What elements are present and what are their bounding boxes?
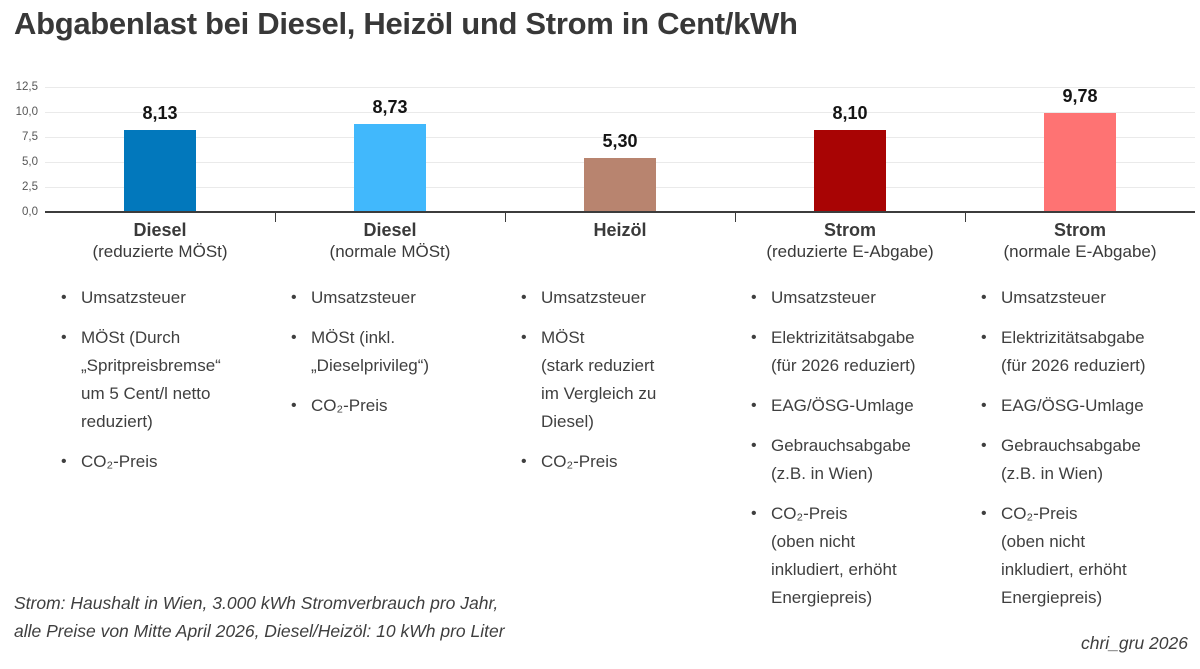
tax-component-list: Umsatzsteuer MÖSt (inkl. „Dieselprivileg“… [275,284,505,624]
tax-component-item: CO₂-Preis [289,392,491,420]
tax-component-item: Gebrauchsabgabe (z.B. in Wien) [749,432,951,488]
tax-component-item: Elektrizitätsabgabe (für 2026 reduziert) [979,324,1181,380]
category-name: Diesel [133,220,187,240]
author-credit: chri_gru 2026 [1080,633,1188,653]
bar-chart-plot-area: 0,0 2,5 5,0 7,5 10,0 12,5 8,13 8,73 5,30 8,10 9,78 [16,81,1195,222]
category-name: Heizöl [593,220,647,240]
category-subtitle: (reduzierte E-Abgabe) [766,242,934,261]
category-name: Diesel [363,220,417,240]
x-axis-tick [505,213,506,222]
tax-component-item: CO₂-Preis (oben nicht inkludiert, erhöht… [979,500,1181,612]
gridline [45,112,1195,113]
tax-component-item: Elektrizitätsabgabe (für 2026 reduziert) [749,324,951,380]
x-axis-category-labels: Diesel (reduzierte MÖSt) Diesel (normale MÖ… [45,220,1195,262]
tax-component-item: CO₂-Preis (oben nicht inkludiert, erhöht… [749,500,951,612]
bar-value-label: 8,73 [372,96,408,117]
tax-component-item: CO₂-Preis [519,448,721,476]
bar-diesel-1 [354,123,426,211]
bar-value-label: 8,13 [142,102,178,123]
bar-strom-4 [1044,113,1116,211]
category-name: Strom [1053,220,1106,240]
y-axis-tick-label: 5,0 [22,156,38,168]
bar-strom-3 [814,130,886,211]
footnote-line-2: alle Preise von Mitte April 2026, Diesel… [14,621,505,641]
gridline [45,87,1195,88]
x-axis-tick [275,213,276,222]
y-axis-tick-label: 10,0 [15,106,38,118]
footnote: Strom: Haushalt in Wien, 3.000 kWh Strom… [14,589,505,645]
y-axis-tick-label: 0,0 [22,206,38,218]
tax-component-item: Umsatzsteuer [289,284,491,312]
y-axis-tick-label: 2,5 [22,181,38,193]
tax-component-lists: Umsatzsteuer MÖSt (Durch „Spritpreisbrems… [45,284,1195,624]
tax-component-list: Umsatzsteuer Elektrizitätsabgabe (für 202… [735,284,965,624]
gridline [45,137,1195,138]
tax-component-item: EAG/ÖSG-Umlage [979,392,1181,420]
bar-value-label: 8,10 [832,103,868,123]
tax-component-item: Umsatzsteuer [749,284,951,312]
x-axis-line [45,211,1195,213]
category-subtitle: (reduzierte MÖSt) [92,242,228,261]
tax-component-list: Umsatzsteuer MÖSt (Durch „Spritpreisbrems… [45,284,275,624]
tax-component-list: Umsatzsteuer MÖSt (stark reduziert im Ver… [505,284,735,624]
tax-component-item: Umsatzsteuer [519,284,721,312]
tax-component-item: Umsatzsteuer [59,284,261,312]
footnote-line-1: Strom: Haushalt in Wien, 3.000 kWh Strom… [14,593,499,613]
tax-component-item: MÖSt (Durch „Spritpreisbremse“ um 5 Cent… [59,324,261,436]
x-axis-tick [965,213,966,222]
page-title: Abgabenlast bei Diesel, Heizöl und Strom… [14,6,798,41]
category-label: Diesel (reduzierte MÖSt) [45,220,275,262]
bar-value-label: 5,30 [602,131,638,151]
bar-heizöl-2 [584,158,656,211]
category-label: Heizöl [505,220,735,262]
y-axis-tick-label: 12,5 [15,81,38,93]
tax-component-item: Gebrauchsabgabe (z.B. in Wien) [979,432,1181,488]
tax-component-item: Umsatzsteuer [979,284,1181,312]
tax-component-item: MÖSt (inkl. „Dieselprivileg“) [289,324,491,380]
category-label: Strom (reduzierte E-Abgabe) [735,220,965,262]
category-label: Strom (normale E-Abgabe) [965,220,1195,262]
category-subtitle: (normale E-Abgabe) [1003,242,1157,261]
tax-component-list: Umsatzsteuer Elektrizitätsabgabe (für 202… [965,284,1195,624]
tax-component-item: CO₂-Preis [59,448,261,476]
bar-value-label: 9,78 [1062,86,1098,107]
tax-component-item: EAG/ÖSG-Umlage [749,392,951,420]
bar-diesel-0 [124,129,196,211]
x-axis-tick [735,213,736,222]
tax-component-item: MÖSt (stark reduziert im Vergleich zu Di… [519,324,721,436]
y-axis-tick-label: 7,5 [22,131,38,143]
category-subtitle: (normale MÖSt) [329,242,451,261]
category-name: Strom [823,220,876,240]
category-label: Diesel (normale MÖSt) [275,220,505,262]
